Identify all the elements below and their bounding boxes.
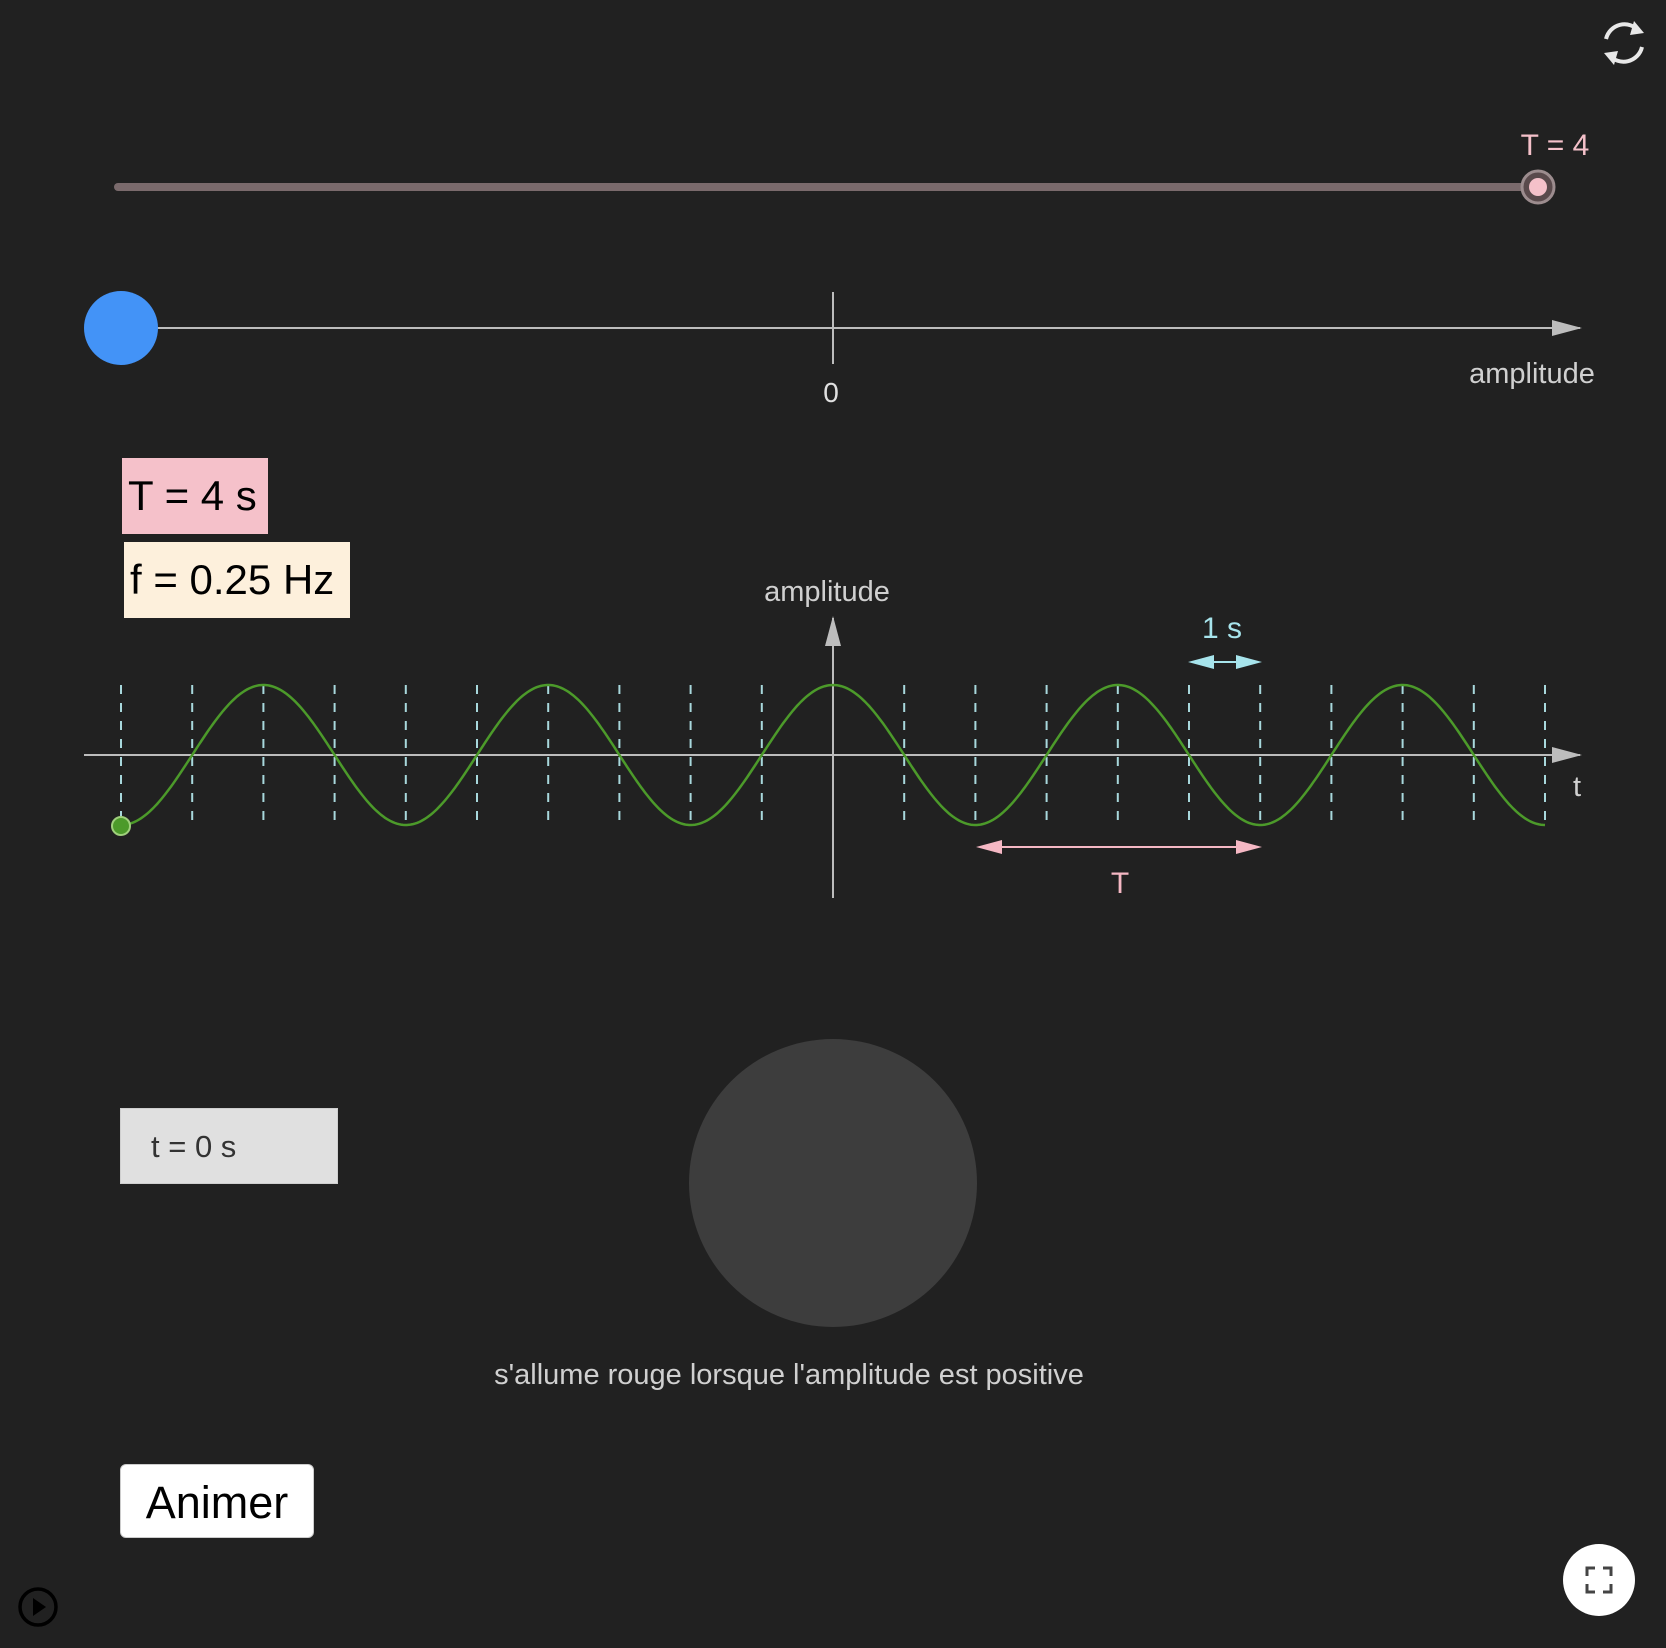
wave-graph: amplitude t 1 s T [84,576,1582,900]
indicator-lamp [689,1039,977,1327]
sine-curve [120,683,1546,827]
period-slider-handle-core [1529,178,1547,196]
time-display: t = 0 s [120,1108,338,1184]
period-label: T [1111,867,1129,900]
frequency-value-box: f = 0.25 Hz [124,542,350,618]
amplitude-number-line: 0 amplitude [150,292,1595,408]
play-circle-icon[interactable] [18,1587,58,1627]
animate-button[interactable]: Animer [120,1464,314,1538]
one-second-arrow [1188,655,1262,669]
graph-amplitude-label: amplitude [764,576,890,608]
one-second-label: 1 s [1202,612,1242,645]
curve-start-point[interactable] [111,816,131,836]
period-arrow [976,840,1262,854]
period-value-box: T = 4 s [122,458,268,534]
lamp-caption: s'allume rouge lorsque l'amplitude est p… [494,1359,1084,1391]
period-slider[interactable]: T = 4 [114,129,1590,205]
amplitude-axis-label: amplitude [1469,358,1595,390]
period-slider-label: T = 4 [1521,129,1590,162]
fullscreen-button[interactable] [1563,1544,1635,1616]
reset-icon[interactable] [1604,21,1644,65]
amplitude-axis-zero-label: 0 [823,377,839,408]
graph-t-label: t [1573,771,1581,803]
fullscreen-icon [1585,1566,1613,1594]
amplitude-point[interactable] [84,291,158,365]
